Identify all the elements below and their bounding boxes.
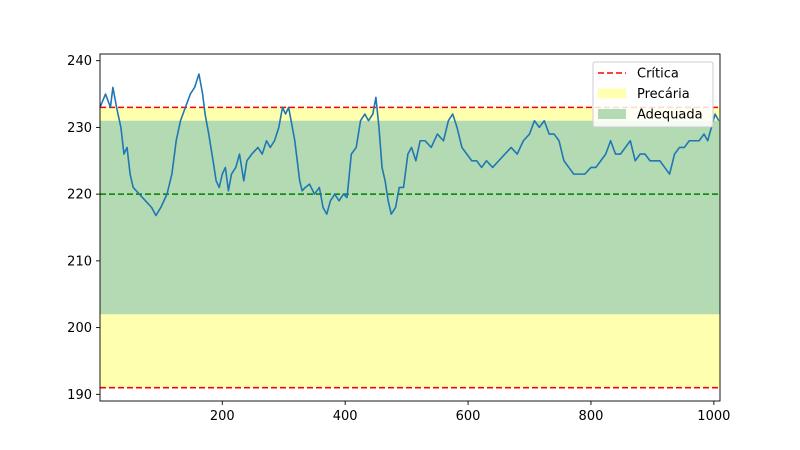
legend-label: Precária — [637, 87, 690, 102]
legend-label: Crítica — [637, 67, 679, 82]
legend-label: Adequada — [637, 108, 703, 123]
x-axis: 200 400 600 800 1000 — [210, 401, 730, 424]
y-tick-label: 190 — [67, 388, 92, 403]
legend-swatch — [598, 88, 626, 99]
series-layer — [99, 73, 720, 217]
y-tick-label: 200 — [67, 321, 92, 336]
legend: Crítica Precária Adequada — [592, 61, 714, 128]
x-tick-label: 200 — [210, 409, 235, 424]
y-tick-label: 210 — [67, 254, 92, 269]
y-axis: 190 200 210 220 230 240 — [67, 54, 100, 403]
x-tick-label: 600 — [456, 409, 481, 424]
plot-frame — [99, 53, 721, 402]
x-tick-label: 1000 — [697, 409, 730, 424]
legend-swatch — [598, 109, 626, 119]
x-tick-label: 800 — [579, 409, 604, 424]
y-tick-label: 220 — [67, 188, 92, 203]
y-tick-label: 240 — [67, 54, 92, 69]
band-1 — [100, 120, 720, 315]
y-tick-label: 230 — [67, 121, 92, 136]
x-tick-label: 400 — [333, 409, 358, 424]
series-line-0 — [99, 73, 720, 217]
